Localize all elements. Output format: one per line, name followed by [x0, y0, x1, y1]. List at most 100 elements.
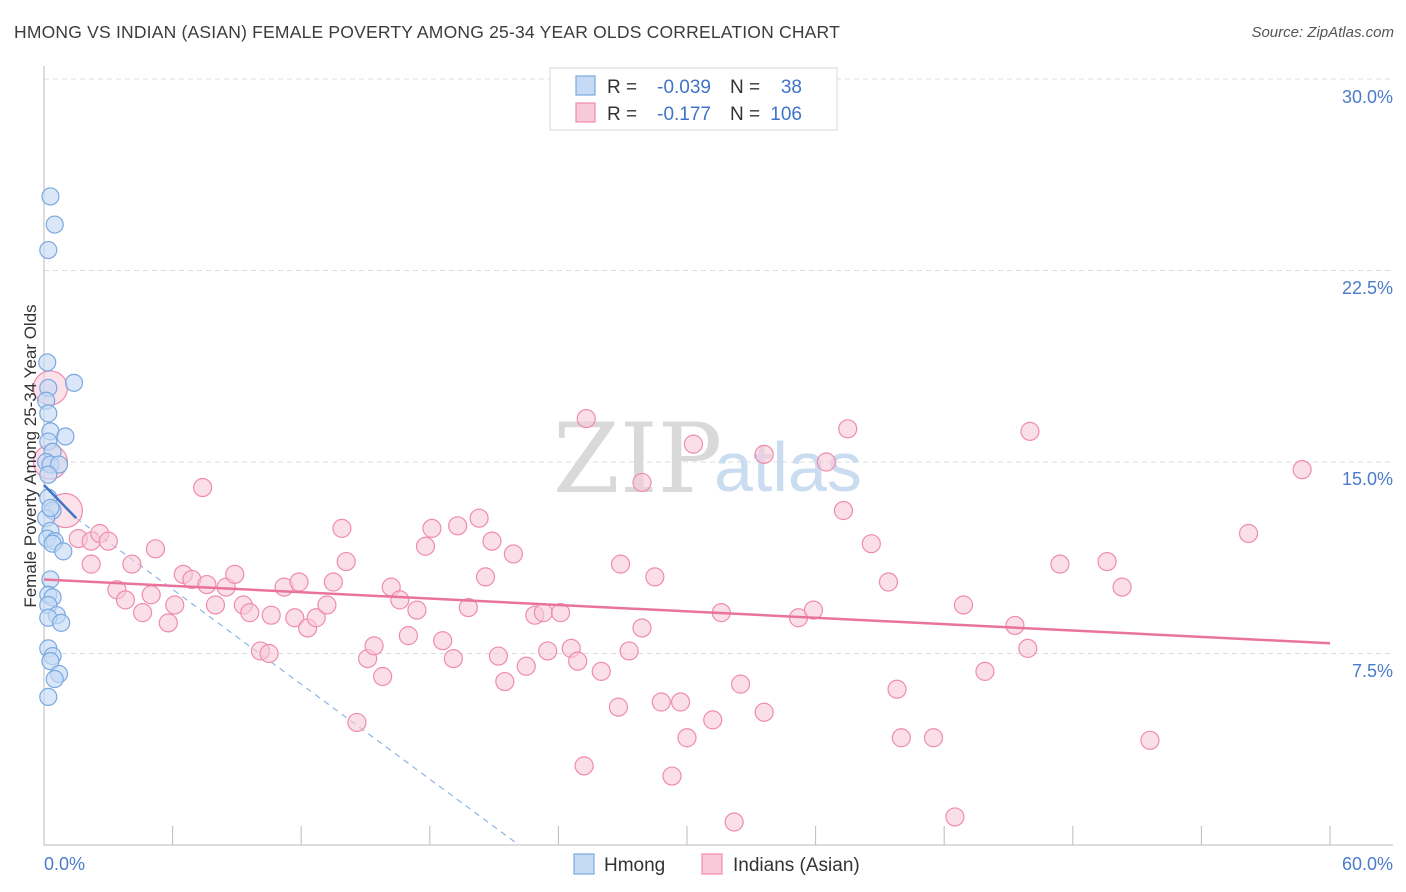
- indian-point: [482, 531, 502, 551]
- hmong-point: [39, 404, 58, 423]
- indian-point: [488, 646, 508, 666]
- indian-point: [878, 572, 899, 592]
- indian-point: [323, 572, 343, 592]
- indian-point: [608, 697, 629, 717]
- indian-point: [703, 710, 723, 730]
- indian-point: [373, 666, 393, 687]
- indian-point: [1292, 460, 1312, 480]
- indian-point: [754, 444, 774, 464]
- indian-point: [516, 656, 536, 676]
- legend-n-label-hmong: N =: [730, 77, 760, 98]
- indian-point: [568, 651, 588, 671]
- indian-point: [754, 702, 774, 722]
- hmong-point: [54, 542, 73, 561]
- indian-point: [458, 597, 478, 618]
- indian-points: [32, 370, 1312, 832]
- indian-point: [1018, 638, 1038, 658]
- indian-point: [576, 408, 596, 429]
- legend-r-value-hmong: -0.039: [657, 77, 711, 98]
- indian-point: [122, 554, 142, 574]
- indian-point: [1020, 421, 1040, 441]
- indian-point: [975, 661, 995, 681]
- indian-point: [98, 531, 118, 551]
- indian-point: [193, 477, 213, 498]
- indian-point: [891, 728, 911, 748]
- indian-point: [347, 712, 367, 733]
- legend-swatch-indian: [575, 102, 596, 123]
- legend-n-value-hmong: 38: [781, 77, 802, 98]
- indian-point: [225, 564, 245, 584]
- indian-point: [619, 641, 639, 661]
- bottom-legend-hmong: Hmong: [604, 855, 665, 876]
- indian-point: [158, 613, 178, 633]
- indian-point: [285, 608, 305, 628]
- hmong-point: [64, 373, 84, 392]
- y-tick-label-22-5: 22.5%: [1342, 278, 1393, 298]
- hmong-point: [38, 353, 57, 372]
- indian-point: [289, 572, 309, 592]
- indian-point: [816, 452, 836, 472]
- indian-point: [632, 472, 652, 493]
- indian-point: [923, 728, 944, 748]
- indian-point: [1238, 523, 1259, 544]
- indian-point: [632, 618, 652, 638]
- indian-point: [261, 605, 281, 625]
- indian-point: [662, 766, 682, 786]
- bottom-legend: Hmong Indians (Asian): [573, 853, 860, 876]
- indian-point: [240, 603, 260, 623]
- hmong-points: [37, 187, 84, 707]
- bottom-legend-swatch-indian: [701, 853, 723, 875]
- watermark-atlas: atlas: [714, 428, 862, 506]
- indian-point: [415, 536, 436, 556]
- indian-point: [306, 608, 326, 628]
- indian-point: [724, 812, 744, 832]
- indian-point: [1005, 615, 1025, 636]
- hmong-point: [45, 669, 64, 689]
- y-tick-label-15: 15.0%: [1342, 469, 1393, 489]
- hmong-point: [41, 498, 60, 518]
- y-axis-label: Female Poverty Among 25-34 Year Olds: [21, 304, 40, 607]
- hmong-point: [41, 187, 60, 206]
- hmong-point: [52, 613, 71, 632]
- bottom-legend-indian: Indians (Asian): [733, 855, 860, 876]
- indian-point: [145, 539, 166, 559]
- indian-point: [503, 544, 523, 564]
- legend-n-value-indian: 106: [770, 104, 802, 125]
- indian-point: [317, 595, 337, 615]
- chart-title: HMONG VS INDIAN (ASIAN) FEMALE POVERTY A…: [14, 22, 840, 42]
- x-tick-label-min: 0.0%: [44, 854, 85, 874]
- indian-point: [861, 534, 881, 554]
- indian-point: [332, 518, 352, 538]
- indian-point: [390, 590, 410, 610]
- indian-point: [610, 554, 631, 574]
- indian-point: [132, 603, 153, 623]
- hmong-point: [39, 687, 58, 707]
- indian-point: [475, 567, 496, 587]
- indian-point: [645, 567, 665, 587]
- indian-point: [433, 631, 453, 651]
- indian-point: [115, 590, 136, 610]
- indian-point: [1097, 551, 1117, 572]
- legend-r-label-hmong: R =: [607, 77, 637, 98]
- hmong-trend-line: [43, 484, 78, 520]
- indian-point: [651, 692, 671, 712]
- indian-point: [1140, 730, 1160, 750]
- hmong-point: [41, 652, 60, 671]
- indian-point: [407, 600, 427, 620]
- indian-point: [336, 551, 356, 572]
- legend-r-value-indian: -0.177: [657, 104, 711, 125]
- watermark: ZIP atlas: [553, 403, 862, 515]
- legend-n-label-indian: N =: [730, 104, 760, 125]
- indian-point: [165, 595, 185, 615]
- hmong-point: [56, 427, 75, 446]
- legend-swatch-hmong: [575, 75, 596, 96]
- indian-point: [448, 516, 468, 536]
- y-tick-label-7-5: 7.5%: [1352, 661, 1393, 681]
- indian-point: [259, 643, 279, 664]
- indian-point: [945, 807, 965, 827]
- indian-trend-line: [43, 578, 1331, 645]
- indian-point: [422, 518, 442, 538]
- indian-point: [495, 671, 515, 692]
- indian-point: [683, 434, 704, 454]
- indian-point: [364, 636, 384, 656]
